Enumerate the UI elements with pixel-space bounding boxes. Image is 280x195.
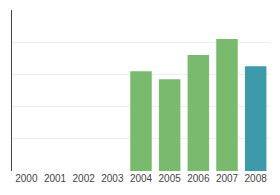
svg-text:2003: 2003 <box>101 173 124 184</box>
svg-text:2006: 2006 <box>187 173 210 184</box>
svg-text:2005: 2005 <box>159 173 182 184</box>
svg-text:2002: 2002 <box>73 173 96 184</box>
svg-text:2008: 2008 <box>245 173 268 184</box>
svg-text:2000: 2000 <box>15 173 38 184</box>
svg-text:2007: 2007 <box>216 173 239 184</box>
svg-text:2001: 2001 <box>44 173 67 184</box>
svg-text:2004: 2004 <box>130 173 153 184</box>
